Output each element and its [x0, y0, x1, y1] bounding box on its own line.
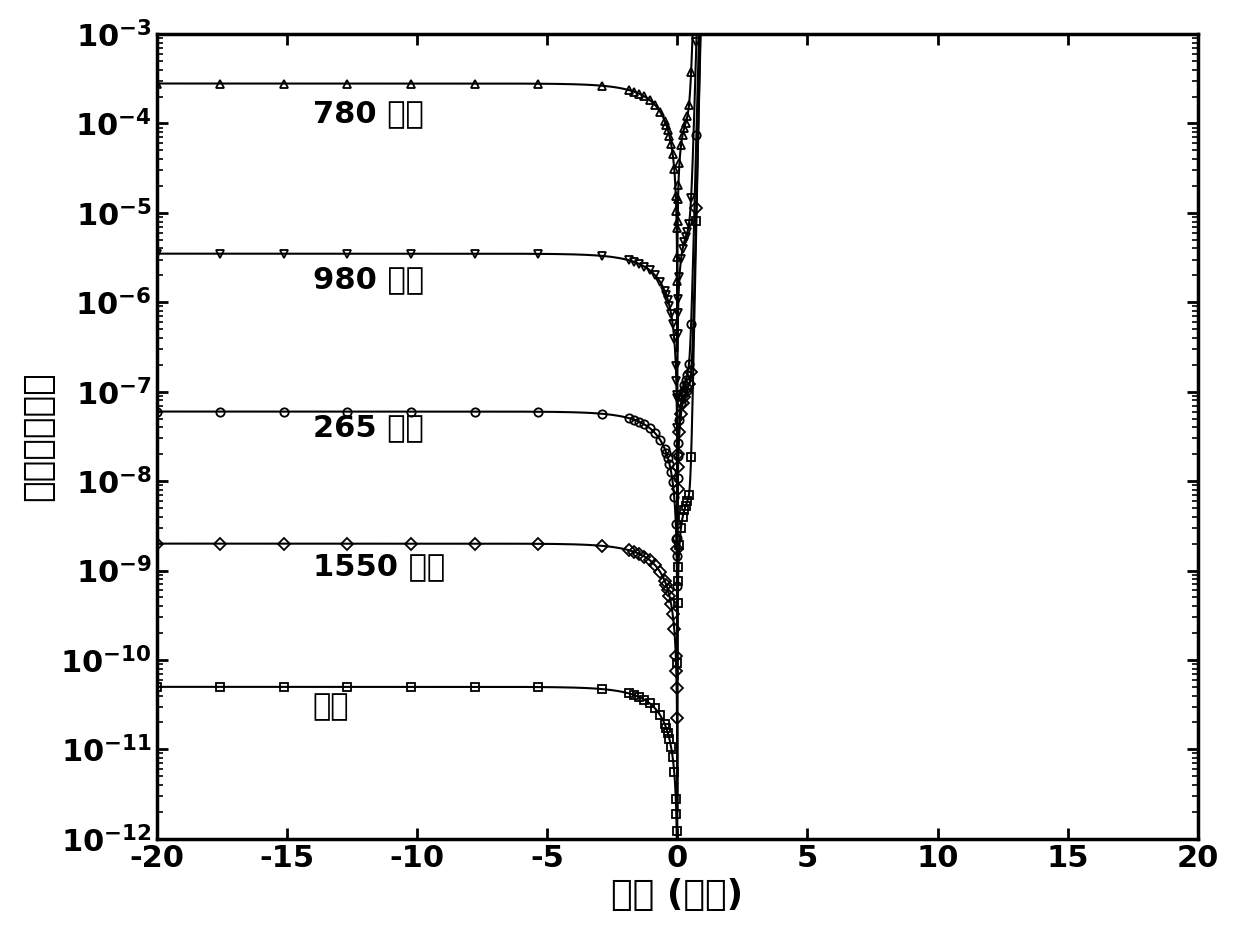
X-axis label: 电压 (伏特): 电压 (伏特): [611, 878, 743, 912]
Text: 265 纳米: 265 纳米: [312, 412, 424, 442]
Text: 暗场: 暗场: [312, 692, 350, 721]
Text: 980 纳米: 980 纳米: [312, 265, 424, 294]
Y-axis label: 电流（安培）: 电流（安培）: [21, 371, 55, 501]
Text: 780 纳米: 780 纳米: [312, 99, 424, 128]
Text: 1550 纳米: 1550 纳米: [312, 552, 445, 581]
